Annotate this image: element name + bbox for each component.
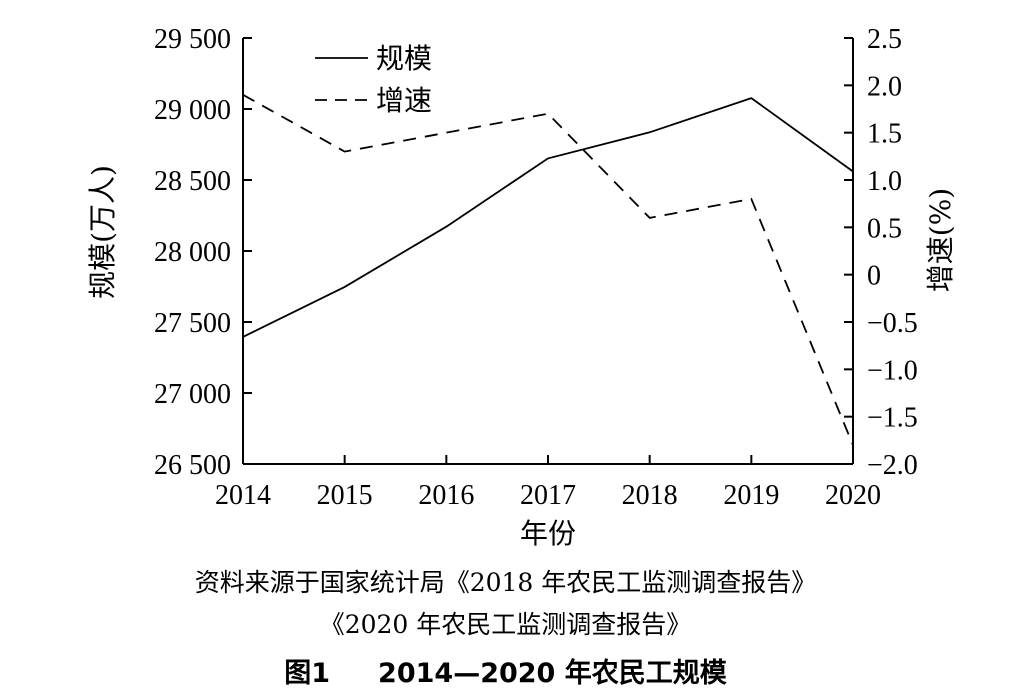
right-tick-label: −1.5	[867, 403, 918, 434]
series-line-scale	[242, 97, 854, 338]
source-line-2: 《2020 年农民工监测调查报告》	[319, 610, 692, 639]
figure-title: 2014—2020 年农民工规模	[378, 658, 727, 689]
left-tick-label: 27 000	[154, 379, 231, 410]
right-tick-label: 0	[867, 261, 881, 292]
right-tick-label: 1.0	[867, 166, 902, 197]
axes	[242, 38, 854, 465]
left-axis-ticks: 26 500 27 000 27 500 28 000 28 500 29 000 29 5…	[154, 24, 252, 481]
right-tick-label: 1.5	[867, 119, 902, 150]
x-tick-label: 2014	[215, 480, 271, 511]
x-tick-label: 2015	[317, 480, 373, 511]
left-tick-label: 27 500	[154, 308, 231, 339]
x-tick-label: 2020	[825, 480, 881, 511]
x-axis-title: 年份	[520, 517, 576, 550]
right-tick-label: −1.0	[867, 355, 918, 386]
legend-label: 增速	[376, 84, 432, 117]
right-tick-label: 2.5	[867, 24, 902, 55]
series-line-growth	[242, 94, 854, 446]
x-axis-ticks: 2014 2015 2016 2017 2018 2019 2020	[215, 455, 881, 511]
left-axis-title: 规模(万人)	[86, 165, 119, 299]
x-tick-label: 2017	[520, 480, 576, 511]
series-lines	[242, 94, 854, 446]
figure-caption: 图1 2014—2020 年农民工规模	[0, 651, 1011, 690]
x-tick-label: 2018	[622, 480, 678, 511]
left-tick-label: 29 500	[154, 24, 231, 55]
right-tick-label: 2.0	[867, 71, 902, 102]
source-line-1: 资料来源于国家统计局《2018 年农民工监测调查报告》	[194, 568, 817, 597]
figure-label: 图1	[284, 658, 331, 689]
chart: 26 500 27 000 27 500 28 000 28 500 29 000 29 5…	[86, 24, 957, 550]
left-tick-label: 26 500	[154, 450, 231, 481]
x-tick-label: 2016	[418, 480, 474, 511]
left-tick-label: 29 000	[154, 95, 231, 126]
right-tick-label: −2.0	[867, 450, 918, 481]
right-tick-label: 0.5	[867, 213, 902, 244]
legend-label: 规模	[376, 42, 432, 75]
right-tick-label: −0.5	[867, 308, 918, 339]
right-axis-title: 增速(%)	[924, 188, 957, 292]
left-tick-label: 28 000	[154, 237, 231, 268]
x-tick-label: 2019	[723, 480, 779, 511]
right-axis-ticks: −2.0 −1.5 −1.0 −0.5 0 0.5 1.0 1.5 2.0 2.5	[844, 24, 918, 481]
left-tick-label: 28 500	[154, 166, 231, 197]
